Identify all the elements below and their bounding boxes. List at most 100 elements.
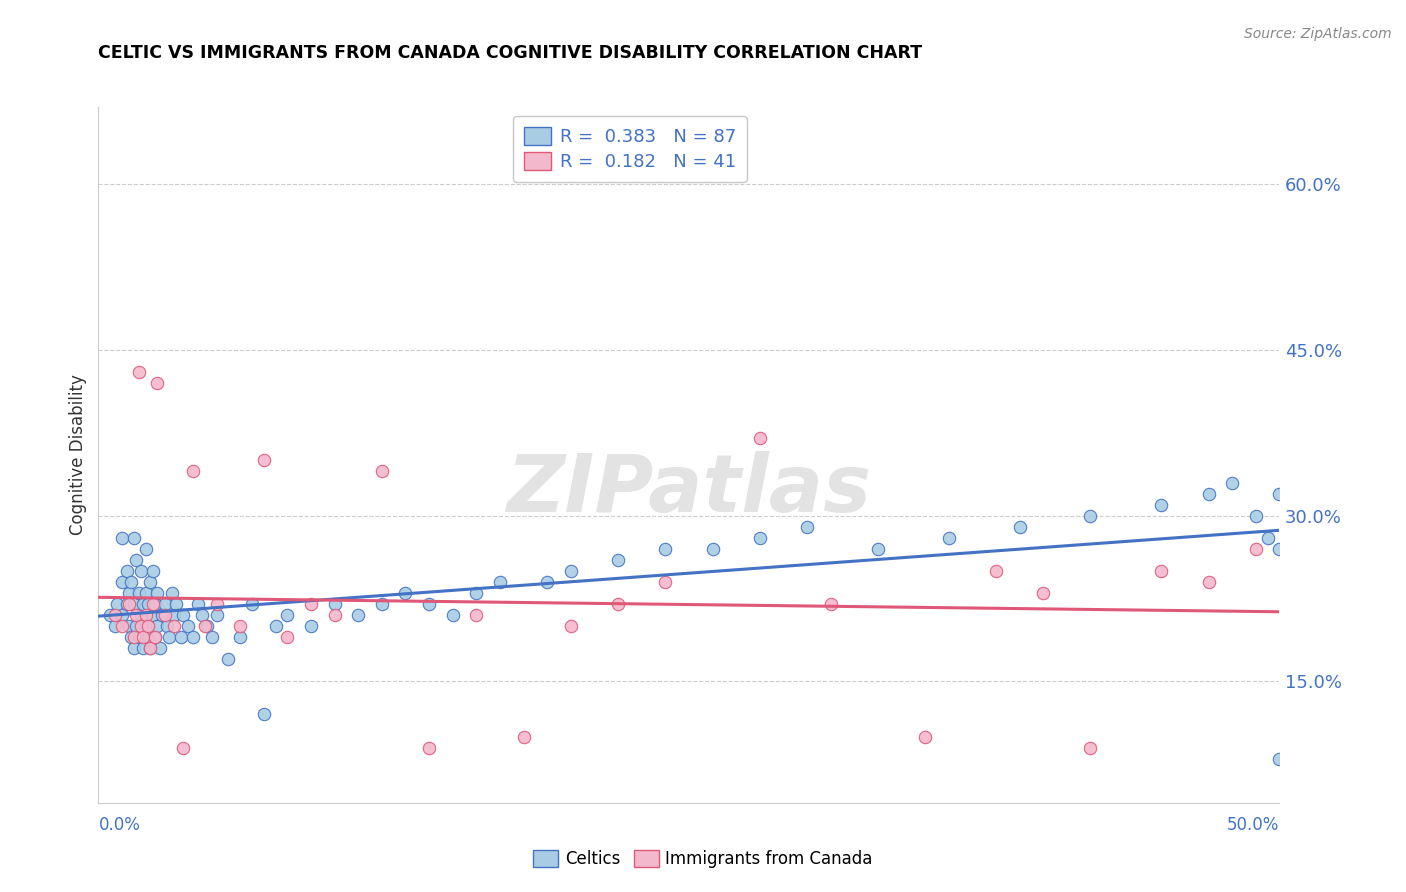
Point <box>170 630 193 644</box>
Point <box>187 597 209 611</box>
Point <box>142 597 165 611</box>
Point <box>139 641 162 656</box>
Point <box>914 730 936 744</box>
Point <box>465 586 488 600</box>
Point <box>323 597 346 611</box>
Point <box>866 541 889 556</box>
Point <box>135 608 157 623</box>
Point <box>654 574 676 589</box>
Point <box>136 630 159 644</box>
Point <box>205 597 228 611</box>
Point <box>654 541 676 556</box>
Point <box>132 630 155 644</box>
Point <box>172 740 194 755</box>
Point <box>125 619 148 633</box>
Point <box>132 597 155 611</box>
Point <box>253 453 276 467</box>
Point <box>104 619 127 633</box>
Point <box>142 608 165 623</box>
Point <box>394 586 416 600</box>
Point <box>122 531 145 545</box>
Point <box>135 619 157 633</box>
Point <box>195 619 218 633</box>
Point <box>118 619 141 633</box>
Point <box>1220 475 1243 490</box>
Point <box>323 608 346 623</box>
Point <box>111 574 134 589</box>
Point <box>98 608 121 623</box>
Point <box>136 597 159 611</box>
Point <box>177 619 200 633</box>
Point <box>276 630 298 644</box>
Point <box>1198 486 1220 500</box>
Point <box>1198 574 1220 589</box>
Text: CELTIC VS IMMIGRANTS FROM CANADA COGNITIVE DISABILITY CORRELATION CHART: CELTIC VS IMMIGRANTS FROM CANADA COGNITI… <box>98 45 922 62</box>
Point <box>163 619 186 633</box>
Point <box>142 564 165 578</box>
Point <box>135 586 157 600</box>
Point <box>1268 751 1291 765</box>
Point <box>143 630 166 644</box>
Point <box>796 519 818 533</box>
Legend: Celtics, Immigrants from Canada: Celtics, Immigrants from Canada <box>527 843 879 875</box>
Point <box>418 597 440 611</box>
Point <box>1268 541 1291 556</box>
Point <box>163 608 186 623</box>
Point <box>160 586 183 600</box>
Point <box>157 630 180 644</box>
Point <box>276 608 298 623</box>
Point <box>128 586 150 600</box>
Point <box>139 574 162 589</box>
Point <box>299 597 322 611</box>
Point <box>1080 508 1102 523</box>
Text: ZIPatlas: ZIPatlas <box>506 450 872 529</box>
Point <box>984 564 1007 578</box>
Point <box>1032 586 1054 600</box>
Point <box>229 630 252 644</box>
Point <box>217 652 239 666</box>
Point <box>1150 498 1173 512</box>
Point <box>1080 740 1102 755</box>
Point <box>201 630 224 644</box>
Point <box>560 564 582 578</box>
Point <box>111 619 134 633</box>
Point <box>125 608 148 623</box>
Point <box>194 619 217 633</box>
Point <box>143 630 166 644</box>
Point <box>128 365 150 379</box>
Point <box>418 740 440 755</box>
Point <box>122 641 145 656</box>
Point <box>146 376 169 391</box>
Point <box>820 597 842 611</box>
Point <box>121 574 143 589</box>
Point <box>748 531 770 545</box>
Point <box>153 597 176 611</box>
Point <box>111 531 134 545</box>
Point <box>205 608 228 623</box>
Text: 0.0%: 0.0% <box>98 816 141 834</box>
Point <box>465 608 488 623</box>
Point <box>229 619 252 633</box>
Point <box>118 597 141 611</box>
Point <box>702 541 724 556</box>
Text: 50.0%: 50.0% <box>1227 816 1279 834</box>
Point <box>146 586 169 600</box>
Point <box>135 541 157 556</box>
Point <box>1244 541 1267 556</box>
Point <box>129 619 152 633</box>
Point <box>607 553 630 567</box>
Point <box>536 574 558 589</box>
Point <box>132 641 155 656</box>
Legend: R =  0.383   N = 87, R =  0.182   N = 41: R = 0.383 N = 87, R = 0.182 N = 41 <box>513 116 747 182</box>
Point <box>1150 564 1173 578</box>
Point <box>347 608 370 623</box>
Point <box>115 597 138 611</box>
Point <box>128 630 150 644</box>
Point <box>136 619 159 633</box>
Point <box>1257 531 1279 545</box>
Point <box>253 707 276 722</box>
Point <box>143 597 166 611</box>
Point <box>512 730 534 744</box>
Point <box>371 597 394 611</box>
Point <box>299 619 322 633</box>
